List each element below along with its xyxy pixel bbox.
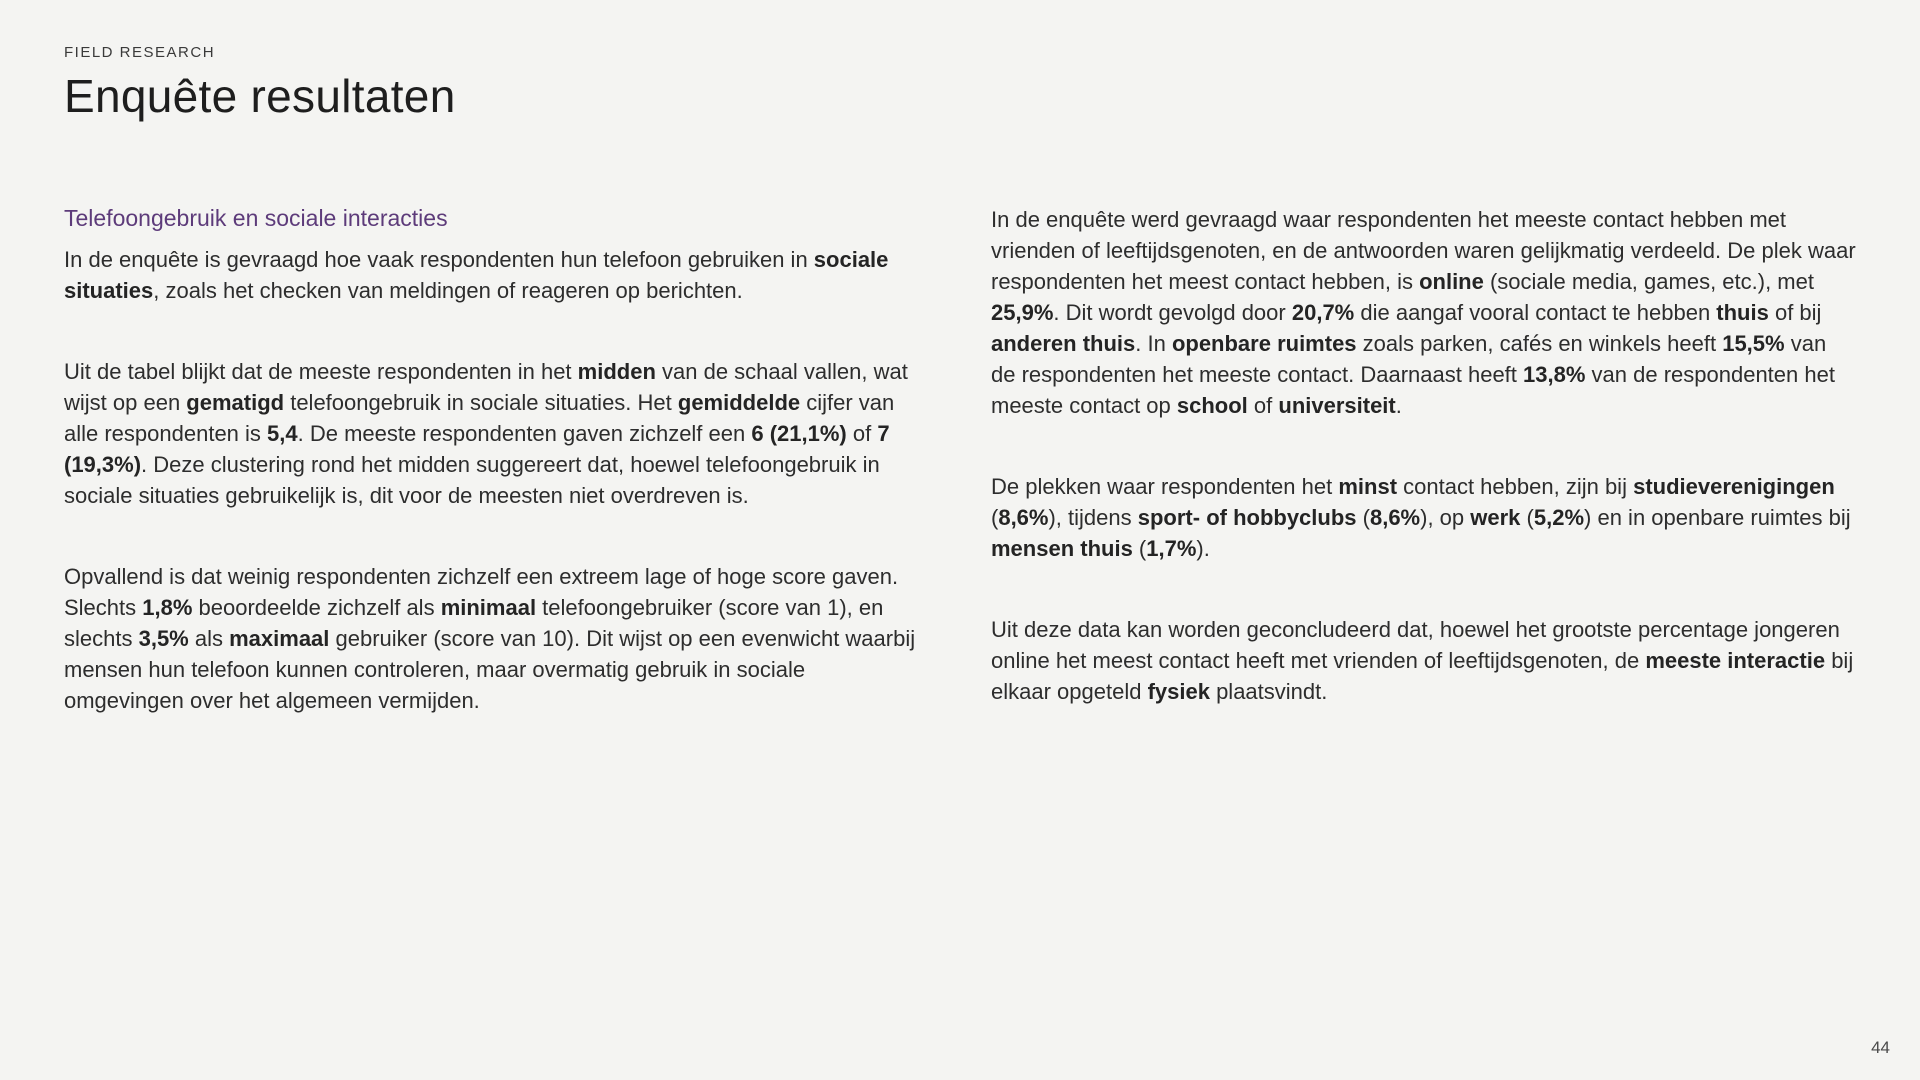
left-column: Telefoongebruik en sociale interacties I… [64, 204, 929, 766]
right-paragraph-conclusion: Uit deze data kan worden geconcludeerd d… [991, 617, 1854, 704]
right-paragraph-contact-places: In de enquête werd gevraagd waar respond… [991, 207, 1856, 418]
page-number: 44 [1871, 1038, 1890, 1057]
content-columns: Telefoongebruik en sociale interacties I… [64, 204, 1856, 766]
section-subtitle: Telefoongebruik en sociale interacties [64, 205, 448, 231]
page-title: Enquête resultaten [64, 70, 456, 122]
slide-header: FIELD RESEARCH Enquête resultaten [64, 44, 1856, 126]
left-paragraph-extremes: Opvallend is dat weinig respondenten zic… [64, 564, 916, 713]
left-paragraph-table-findings: Uit de tabel blijkt dat de meeste respon… [64, 359, 908, 508]
eyebrow-label: FIELD RESEARCH [64, 44, 216, 61]
right-column: In de enquête werd gevraagd waar respond… [991, 204, 1856, 766]
left-paragraph-phone-usage-intro: In de enquête is gevraagd hoe vaak respo… [64, 247, 889, 303]
right-paragraph-least-contact: De plekken waar respondenten het minst c… [991, 474, 1851, 561]
